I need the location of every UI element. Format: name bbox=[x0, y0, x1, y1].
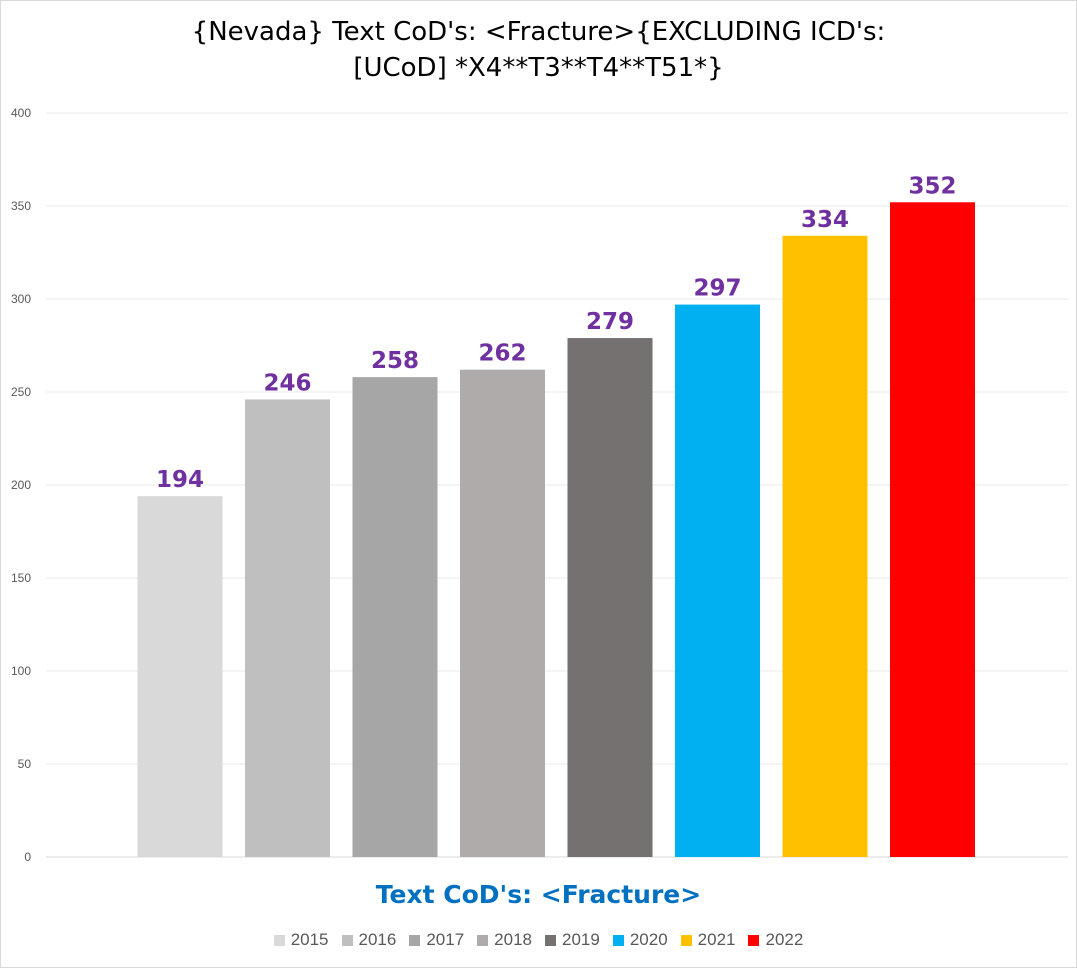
x-axis-title: Text CoD's: <Fracture> bbox=[375, 880, 702, 909]
y-tick-label: 200 bbox=[11, 478, 31, 492]
data-label-2020: 297 bbox=[693, 276, 741, 302]
y-tick-label: 300 bbox=[11, 292, 31, 306]
legend-item-2016: 2016 bbox=[341, 930, 397, 950]
legend-item-2019: 2019 bbox=[545, 930, 600, 950]
bar-2022 bbox=[890, 202, 975, 857]
chart-title: {Nevada} Text CoD's: <Fracture>{EXCLUDIN… bbox=[191, 17, 886, 83]
legend-swatch bbox=[612, 934, 624, 946]
legend-label: 2022 bbox=[765, 930, 804, 949]
bar-2020 bbox=[675, 304, 760, 858]
y-axis-ticks: 0 50 100 150 200 250 300 350 400 bbox=[11, 106, 31, 864]
data-label-2018: 262 bbox=[478, 341, 526, 367]
y-tick-label: 250 bbox=[11, 385, 31, 399]
legend-swatch bbox=[545, 934, 556, 946]
legend-item-2022: 2022 bbox=[748, 930, 803, 950]
legend-swatch bbox=[409, 934, 421, 946]
legend-item-2020: 2020 bbox=[612, 930, 668, 950]
legend-swatch bbox=[341, 934, 353, 946]
legend: 2015 2016 2017 2018 2019 2020 2021 2022 bbox=[0, 930, 1077, 950]
y-tick-label: 100 bbox=[11, 664, 31, 678]
legend-label: 2016 bbox=[358, 930, 397, 949]
legend-item-2021: 2021 bbox=[680, 930, 736, 950]
legend-label: 2017 bbox=[426, 930, 465, 949]
bar-2021 bbox=[782, 235, 868, 857]
y-tick-label: 350 bbox=[11, 199, 31, 213]
data-label-2017: 258 bbox=[371, 348, 419, 374]
data-labels: 194 246 258 262 279 297 334 352 bbox=[156, 173, 957, 493]
bars bbox=[137, 202, 975, 858]
bar-2015 bbox=[137, 496, 223, 857]
legend-label: 2018 bbox=[494, 930, 532, 949]
y-tick-label: 0 bbox=[24, 850, 31, 864]
legend-label: 2015 bbox=[290, 930, 329, 949]
legend-label: 2021 bbox=[697, 930, 736, 949]
legend-label: 2019 bbox=[562, 930, 600, 949]
data-label-2022: 352 bbox=[908, 173, 956, 199]
bar-2017 bbox=[352, 377, 438, 857]
legend-swatch bbox=[680, 934, 692, 946]
legend-swatch bbox=[748, 934, 760, 946]
data-label-2016: 246 bbox=[263, 370, 311, 396]
data-label-2021: 334 bbox=[801, 207, 849, 233]
y-tick-label: 150 bbox=[11, 571, 31, 585]
bar-2019 bbox=[567, 338, 653, 857]
legend-swatch bbox=[477, 934, 489, 946]
y-tick-label: 50 bbox=[18, 757, 32, 771]
legend-item-2017: 2017 bbox=[409, 930, 464, 950]
legend-item-2015: 2015 bbox=[273, 930, 329, 950]
legend-swatch bbox=[273, 934, 285, 946]
bar-2016 bbox=[245, 399, 330, 857]
data-label-2019: 279 bbox=[586, 309, 634, 335]
y-tick-label: 400 bbox=[11, 106, 31, 120]
bar-2018 bbox=[460, 369, 545, 857]
data-label-2015: 194 bbox=[156, 467, 204, 493]
legend-item-2018: 2018 bbox=[477, 930, 532, 950]
legend-label: 2020 bbox=[629, 930, 668, 949]
